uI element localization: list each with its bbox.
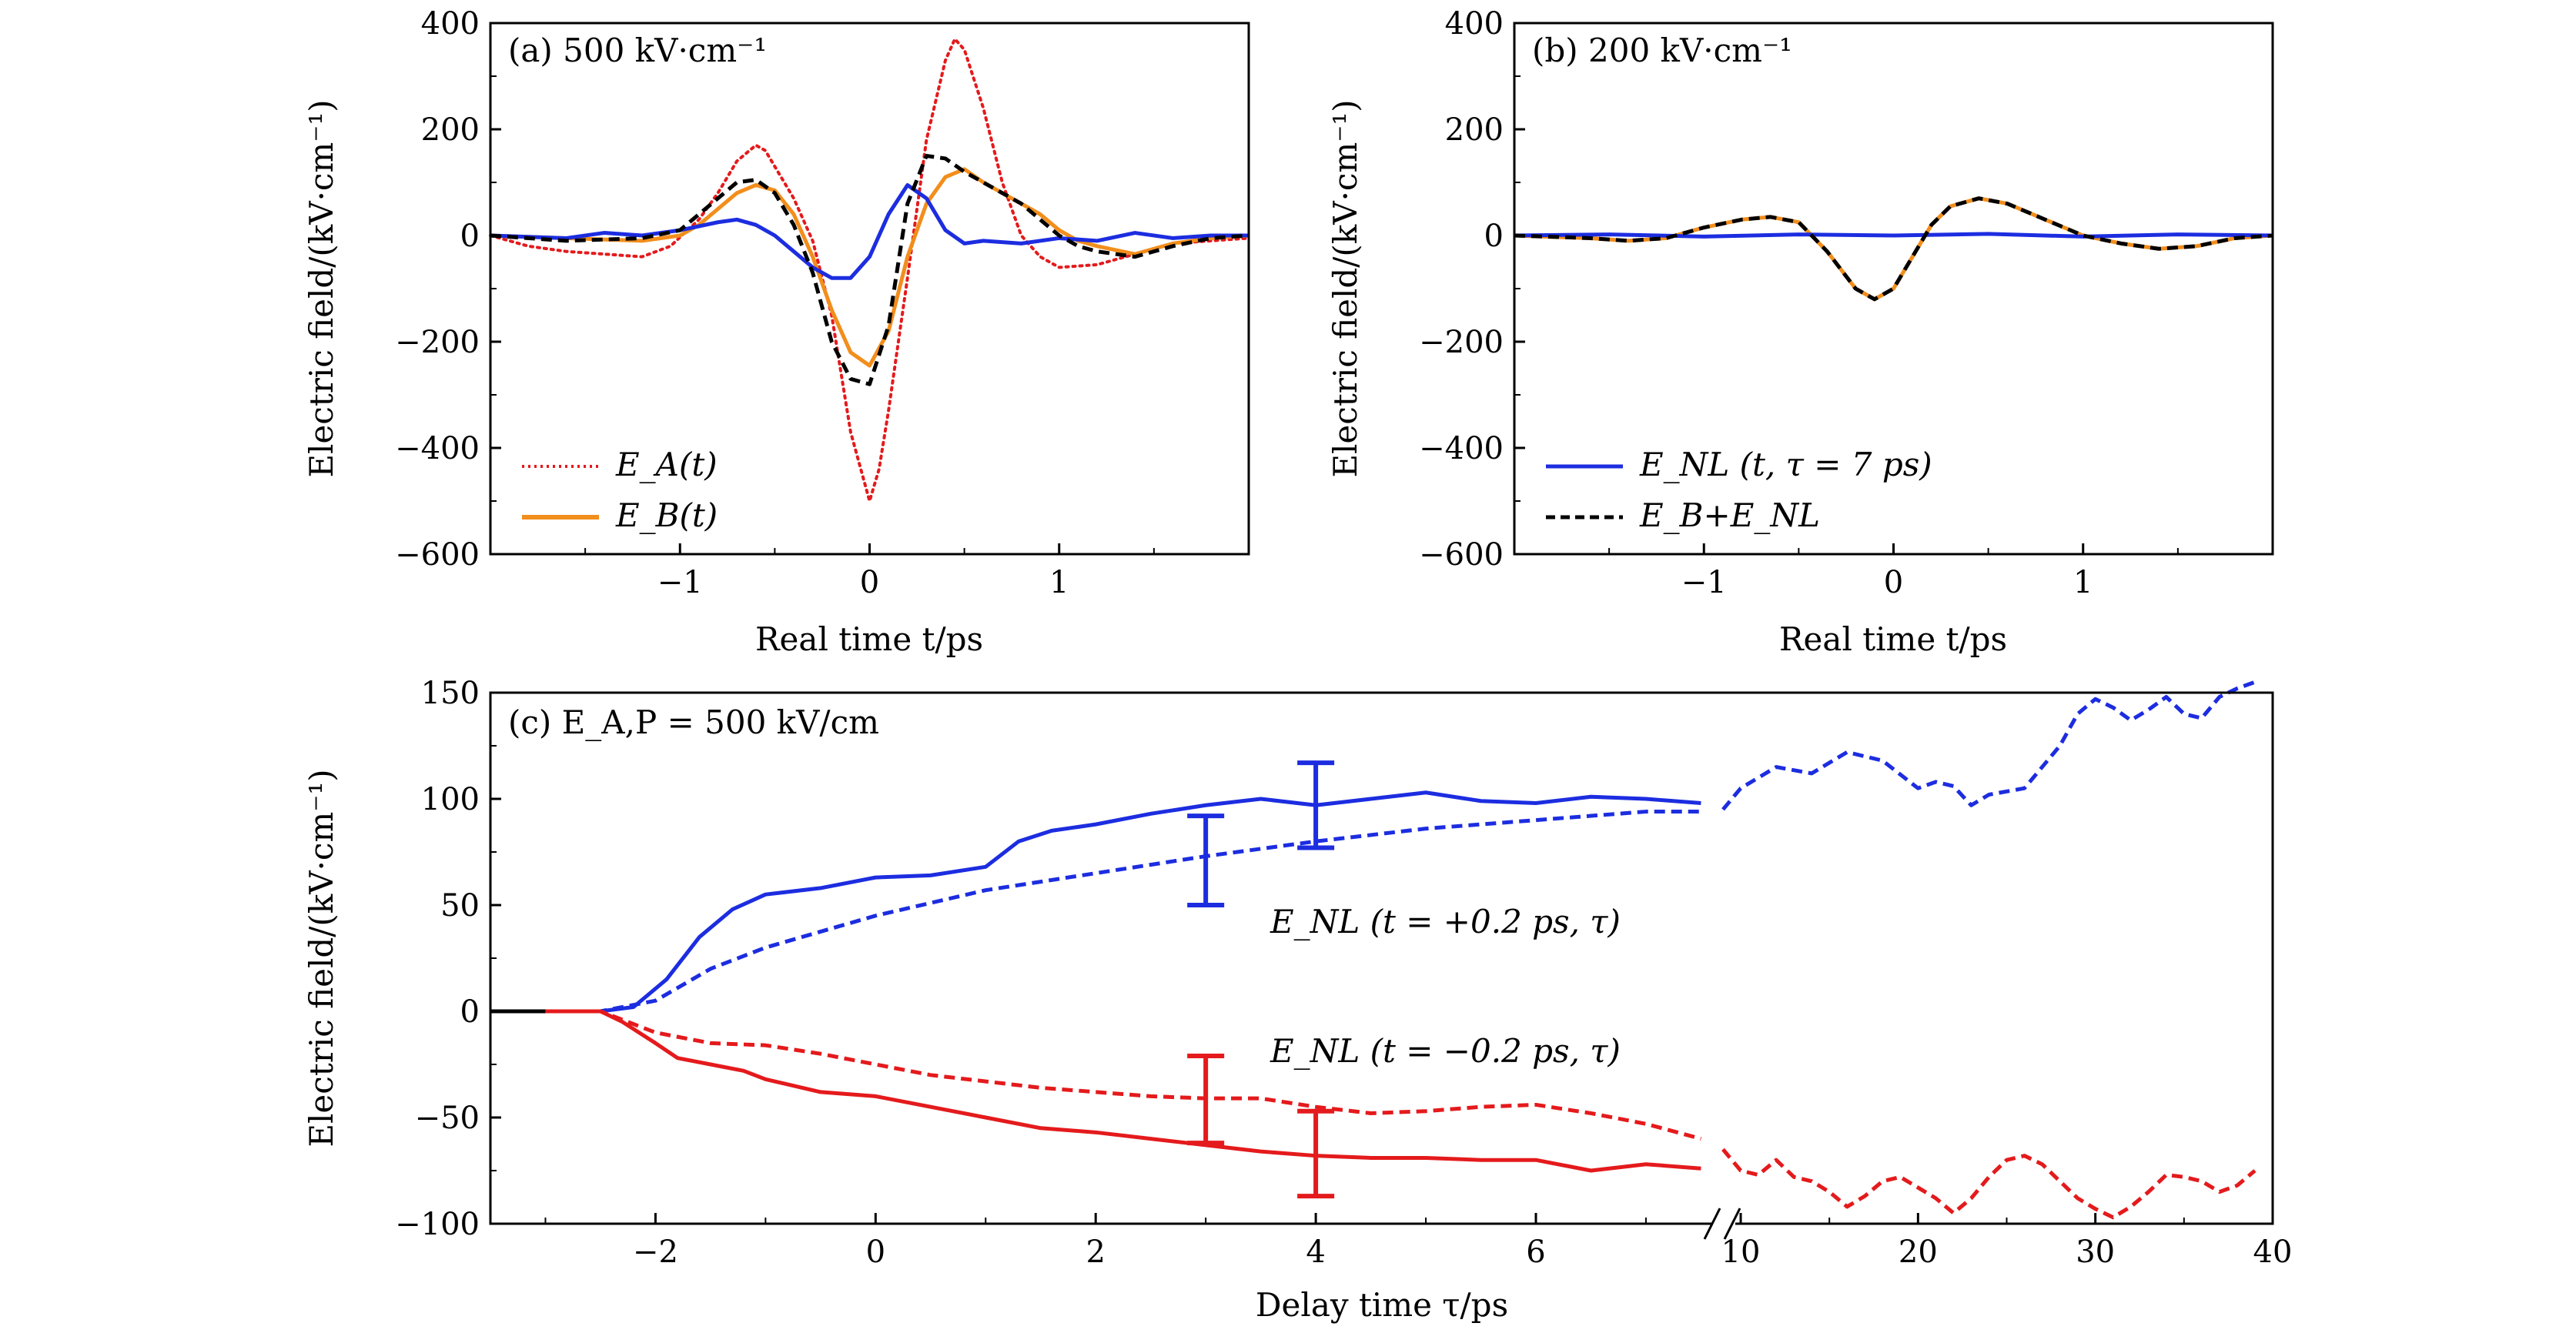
panel-a-frame bbox=[489, 22, 1250, 556]
panel-a-xlabel: Real time t/ps bbox=[755, 620, 983, 658]
xtick-label: 4 bbox=[1306, 1234, 1325, 1270]
panel-c-series bbox=[490, 680, 2257, 1220]
axis-break-mark-1 bbox=[1703, 1208, 1721, 1240]
ytick-label: −600 bbox=[1419, 537, 1504, 573]
ytick-label: −200 bbox=[395, 325, 480, 360]
panel-c-series-6 bbox=[1721, 1148, 2257, 1220]
ytick-label: −50 bbox=[415, 1101, 480, 1136]
axis-break-mark-2 bbox=[1723, 1208, 1741, 1240]
xtick-label: 0 bbox=[866, 1234, 885, 1270]
ytick-label: 100 bbox=[421, 782, 480, 817]
legend-ea-label: E_A(t) bbox=[615, 446, 718, 483]
ytick-label: 0 bbox=[1484, 219, 1504, 254]
panel-c-ticks: 150 100 50 0 −50 −100 −2 0 2 4 6 10 20 30 40 bbox=[395, 676, 2292, 1270]
error-bar-1 bbox=[1297, 760, 1335, 850]
panel-c-series-3 bbox=[1721, 680, 2256, 811]
error-bar-3 bbox=[1297, 1108, 1335, 1199]
legend-enl-label: E_NL (t, τ = 7 ps) bbox=[1639, 446, 1932, 483]
xtick-label: −2 bbox=[633, 1234, 678, 1270]
ytick-label: −200 bbox=[1419, 325, 1504, 360]
error-bar-0 bbox=[1187, 813, 1225, 907]
panel-b-legend: E_NL (t, τ = 7 ps) E_B+E_NL bbox=[1546, 446, 1932, 534]
panel-a-series-0 bbox=[489, 37, 1250, 503]
ytick-label: −400 bbox=[1419, 431, 1504, 466]
panel-b-xlabel: Real time t/ps bbox=[1779, 620, 2007, 658]
xtick-label: 1 bbox=[2073, 565, 2093, 600]
xtick-label: 0 bbox=[1884, 565, 1903, 600]
panel-c-series-4 bbox=[545, 1009, 1701, 1173]
xtick-label: 30 bbox=[2076, 1234, 2115, 1270]
xtick-label: 40 bbox=[2253, 1234, 2293, 1270]
panel-b-title: (b) 200 kV·cm⁻¹ bbox=[1532, 32, 1792, 69]
xtick-label: −1 bbox=[657, 565, 703, 600]
panel-c-title: (c) E_A,P = 500 kV/cm bbox=[508, 703, 879, 741]
panel-a-title: (a) 500 kV·cm⁻¹ bbox=[508, 32, 767, 69]
ytick-label: 0 bbox=[460, 994, 480, 1030]
xtick-label: 6 bbox=[1526, 1234, 1545, 1270]
panel-c-series-1 bbox=[545, 790, 1701, 1014]
panel-a-ticks: 400 200 0 −200 −400 −600 −1 0 1 bbox=[395, 6, 1155, 600]
panel-b-series-2 bbox=[1514, 196, 2273, 302]
legend-ebenl-label: E_B+E_NL bbox=[1639, 496, 1820, 534]
panel-a-series-3 bbox=[490, 154, 1250, 386]
panel-a-legend: E_A(t) E_B(t) bbox=[522, 446, 718, 534]
xtick-label: 20 bbox=[1899, 1234, 1938, 1270]
ytick-label: 50 bbox=[440, 888, 480, 924]
error-bar-2 bbox=[1187, 1053, 1225, 1146]
ytick-label: 200 bbox=[1445, 112, 1504, 148]
panel-b-ylabel: Electric field/(kV·cm⁻¹) bbox=[1326, 99, 1364, 477]
panel-a-series-1 bbox=[490, 167, 1250, 368]
legend-eb-label: E_B(t) bbox=[615, 496, 718, 534]
ytick-label: 400 bbox=[1445, 6, 1504, 42]
ytick-label: −100 bbox=[395, 1207, 480, 1242]
panel-b-ticks: 400 200 0 −200 −400 −600 −1 0 1 bbox=[1419, 6, 2179, 600]
panel-a-ylabel: Electric field/(kV·cm⁻¹) bbox=[303, 99, 340, 477]
ytick-label: −400 bbox=[395, 431, 480, 466]
panel-c-series-5 bbox=[545, 1009, 1702, 1141]
xtick-label: 10 bbox=[1721, 1234, 1761, 1270]
panel-b-series-1 bbox=[1514, 232, 2273, 239]
panel-b-frame bbox=[1513, 22, 2274, 556]
panel-b-series bbox=[1514, 196, 2273, 302]
panel-a-series bbox=[489, 37, 1250, 503]
ytick-label: 0 bbox=[460, 219, 480, 254]
panel-c-frame bbox=[489, 691, 2274, 1225]
panel-a-series-2 bbox=[490, 182, 1249, 280]
panel-c: 150 100 50 0 −50 −100 −2 0 2 4 6 10 20 30 40 (c) E_A,P… bbox=[303, 676, 2292, 1324]
xtick-label: 1 bbox=[1049, 565, 1069, 600]
panel-c-xlabel: Delay time τ/ps bbox=[1256, 1286, 1508, 1324]
annotation-enl-plus: E_NL (t = +0.2 ps, τ) bbox=[1270, 903, 1621, 940]
xtick-label: 0 bbox=[860, 565, 879, 600]
xtick-label: 2 bbox=[1086, 1234, 1105, 1270]
xtick-label: −1 bbox=[1681, 565, 1727, 600]
annotation-enl-minus: E_NL (t = −0.2 ps, τ) bbox=[1270, 1032, 1621, 1070]
ytick-label: 150 bbox=[421, 676, 480, 711]
ytick-label: −600 bbox=[395, 537, 480, 573]
ytick-label: 200 bbox=[421, 112, 480, 148]
panel-c-ylabel: Electric field/(kV·cm⁻¹) bbox=[303, 769, 340, 1147]
ytick-label: 400 bbox=[421, 6, 480, 42]
panel-c-series-2 bbox=[545, 810, 1701, 1014]
